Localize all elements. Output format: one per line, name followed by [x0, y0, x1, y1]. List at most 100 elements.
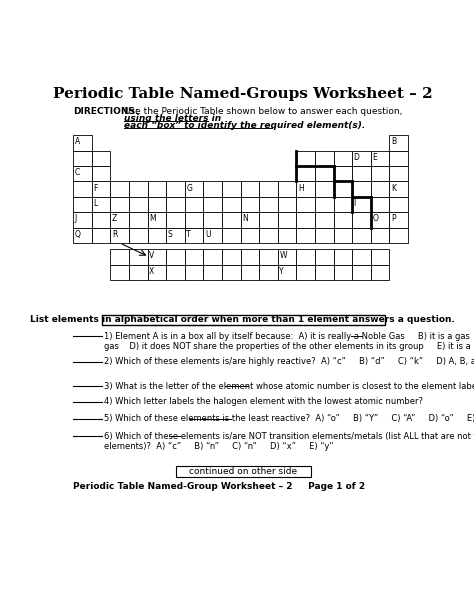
Bar [352, 181, 371, 197]
Bar [352, 227, 371, 243]
Bar [315, 151, 334, 166]
Bar [315, 181, 334, 197]
Bar [129, 227, 147, 243]
Text: DIRECTIONS:: DIRECTIONS: [73, 107, 139, 116]
Bar [203, 212, 222, 227]
Bar [259, 227, 278, 243]
Text: A: A [75, 137, 80, 147]
Bar [110, 181, 129, 197]
Bar [296, 151, 315, 166]
Bar [334, 151, 352, 166]
Bar [371, 212, 390, 227]
Bar [73, 151, 92, 166]
Bar [315, 197, 334, 212]
Bar [147, 197, 166, 212]
Bar [278, 249, 296, 265]
Bar [92, 166, 110, 181]
Text: 3) What is the letter of the element whose atomic number is closest to the eleme: 3) What is the letter of the element who… [104, 381, 474, 390]
Bar [92, 212, 110, 227]
Bar [73, 181, 92, 197]
Text: E: E [373, 153, 377, 162]
Text: W: W [279, 251, 287, 261]
Bar [147, 181, 166, 197]
Bar [315, 265, 334, 280]
Text: F: F [93, 184, 98, 192]
Bar [92, 151, 110, 166]
Text: Q: Q [75, 230, 81, 239]
Bar [241, 227, 259, 243]
Bar [390, 135, 408, 151]
Bar [352, 265, 371, 280]
Bar [222, 265, 241, 280]
Bar [203, 249, 222, 265]
Bar [352, 166, 371, 181]
Bar [73, 212, 92, 227]
Text: V: V [149, 251, 155, 261]
Bar [73, 197, 92, 212]
Bar [222, 197, 241, 212]
Bar [371, 197, 390, 212]
Bar [222, 212, 241, 227]
Bar [241, 249, 259, 265]
Bar [185, 265, 203, 280]
Bar [185, 197, 203, 212]
Bar [390, 227, 408, 243]
Text: M: M [149, 215, 156, 224]
Bar [352, 151, 371, 166]
Bar [147, 249, 166, 265]
Bar [334, 227, 352, 243]
Bar [259, 181, 278, 197]
Bar [110, 249, 129, 265]
Bar [203, 265, 222, 280]
Bar [203, 197, 222, 212]
Bar [222, 249, 241, 265]
Bar [278, 227, 296, 243]
Bar [241, 212, 259, 227]
Bar [129, 181, 147, 197]
Bar [129, 265, 147, 280]
Bar [185, 181, 203, 197]
Text: N: N [242, 215, 248, 224]
Bar [147, 265, 166, 280]
Bar [371, 265, 390, 280]
Text: R: R [112, 230, 118, 239]
Bar [185, 227, 203, 243]
Bar [147, 227, 166, 243]
Bar [129, 212, 147, 227]
Text: 1) Element A is in a box all by itself because:  A) it is really a Noble Gas    : 1) Element A is in a box all by itself b… [104, 332, 474, 351]
Bar [296, 212, 315, 227]
Text: T: T [186, 230, 191, 239]
Text: B: B [391, 137, 396, 147]
Text: L: L [93, 199, 98, 208]
Text: Periodic Table Named-Group Worksheet – 2     Page 1 of 2: Periodic Table Named-Group Worksheet – 2… [73, 482, 365, 490]
Text: D: D [354, 153, 360, 162]
Text: Y: Y [279, 267, 284, 276]
Bar [371, 181, 390, 197]
Bar [334, 166, 352, 181]
Bar [278, 181, 296, 197]
Text: U: U [205, 230, 210, 239]
Bar [129, 197, 147, 212]
Bar [110, 212, 129, 227]
Bar [102, 314, 385, 326]
Bar [222, 227, 241, 243]
Bar [92, 227, 110, 243]
Bar [92, 181, 110, 197]
Bar [241, 197, 259, 212]
Bar [390, 212, 408, 227]
Bar [334, 197, 352, 212]
Bar [166, 197, 185, 212]
Bar [296, 227, 315, 243]
Bar [92, 197, 110, 212]
Text: 4) Which letter labels the halogen element with the lowest atomic number?: 4) Which letter labels the halogen eleme… [104, 397, 423, 406]
Text: List elements in alphabetical order when more than 1 element answers a question.: List elements in alphabetical order when… [30, 314, 456, 324]
Bar [166, 265, 185, 280]
Bar [73, 135, 92, 151]
Bar [166, 212, 185, 227]
Text: Use the Periodic Table shown below to answer each question,: Use the Periodic Table shown below to an… [124, 107, 402, 116]
Bar [371, 166, 390, 181]
Bar [166, 227, 185, 243]
Bar [315, 249, 334, 265]
Bar [259, 249, 278, 265]
Bar [334, 212, 352, 227]
